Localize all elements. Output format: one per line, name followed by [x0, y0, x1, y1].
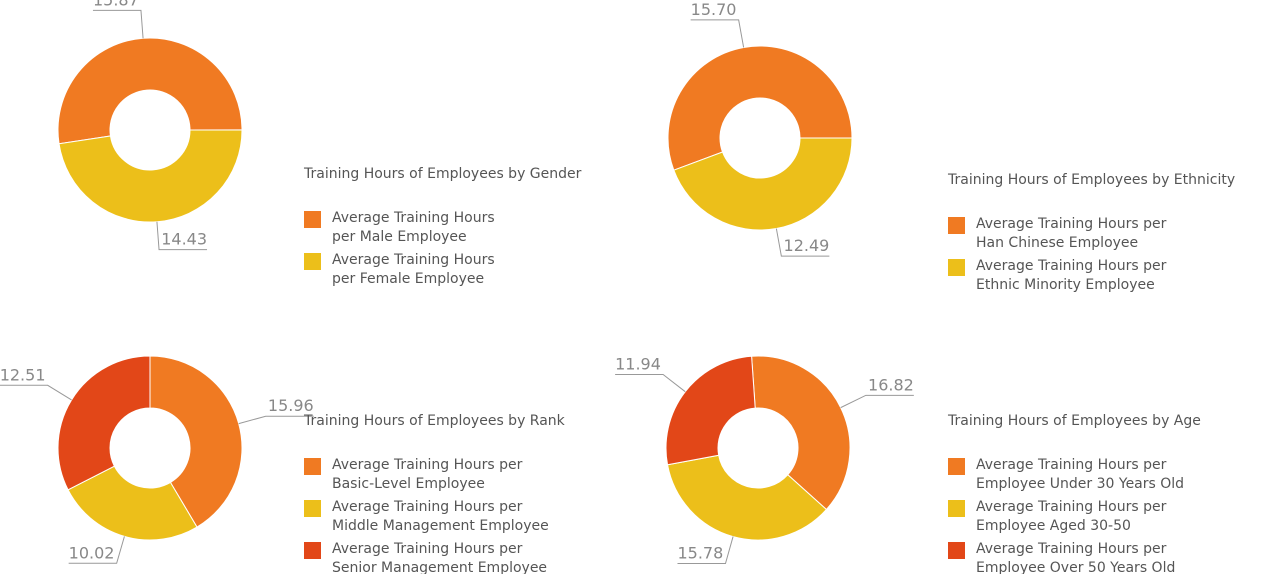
value-label: 15.87: [93, 0, 139, 9]
legend-label: Average Training Hours per Employee Aged…: [976, 499, 1167, 534]
legend-label: Average Training Hours per Employee Unde…: [976, 457, 1185, 492]
value-label: 14.43: [161, 230, 207, 249]
value-label: 12.51: [0, 365, 45, 384]
chart-title: Training Hours of Employees by Ethnicity: [948, 172, 1236, 188]
leader-line: [238, 415, 314, 425]
chart-title: Training Hours of Employees by Gender: [304, 166, 582, 182]
value-label: 11.94: [615, 355, 661, 374]
legend: Average Training Hours per Employee Unde…: [948, 456, 1201, 574]
value-label: 12.49: [784, 236, 830, 255]
legend-item: Average Training Hours per Basic-Level E…: [304, 456, 567, 494]
legend-item: Average Training Hours per Senior Manage…: [304, 540, 567, 574]
legend-swatch: [304, 500, 321, 517]
donut-slice: [149, 355, 243, 528]
legend-swatch: [948, 458, 965, 475]
legend-swatch: [304, 211, 321, 228]
chart-title: Training Hours of Employees by Rank: [304, 413, 565, 429]
leader-line: [677, 536, 734, 565]
legend-swatch: [304, 542, 321, 559]
legend-label: Average Training Hours per Basic-Level E…: [332, 457, 523, 492]
legend: Average Training Hours per Han Chinese E…: [948, 215, 1181, 299]
legend-swatch: [948, 500, 965, 517]
donut-slice: [666, 454, 828, 541]
legend-swatch: [948, 542, 965, 559]
donut-slice: [57, 355, 151, 491]
legend-label: Average Training Hours per Male Employee: [332, 210, 495, 245]
legend-item: Average Training Hours per Male Employee: [304, 209, 512, 247]
legend-label: Average Training Hours per Middle Manage…: [332, 499, 549, 534]
value-label: 15.78: [677, 544, 723, 563]
legend-swatch: [948, 259, 965, 276]
donut-slice: [667, 45, 853, 171]
legend-label: Average Training Hours per Han Chinese E…: [976, 216, 1167, 251]
donut-slice: [58, 129, 243, 223]
legend-item: Average Training Hours per Female Employ…: [304, 251, 512, 289]
donut-slice: [665, 355, 756, 466]
legend-swatch: [304, 458, 321, 475]
leader-line: [92, 9, 144, 39]
legend-item: Average Training Hours per Han Chinese E…: [948, 215, 1181, 253]
legend-swatch: [948, 217, 965, 234]
value-label: 15.96: [268, 396, 314, 415]
leader-line: [775, 228, 830, 257]
legend-item: Average Training Hours per Employee Aged…: [948, 498, 1201, 536]
value-label: 15.70: [691, 0, 737, 19]
legend-label: Average Training Hours per Ethnic Minori…: [976, 258, 1167, 293]
legend-label: Average Training Hours per Senior Manage…: [332, 541, 548, 574]
donut-slice: [57, 37, 243, 145]
legend-label: Average Training Hours per Employee Over…: [976, 541, 1176, 574]
leader-line: [68, 536, 125, 564]
leader-line: [690, 19, 745, 48]
donut-slice: [67, 465, 198, 541]
leader-line: [615, 374, 686, 393]
donut-slice: [673, 137, 853, 231]
legend-item: Average Training Hours per Employee Unde…: [948, 456, 1201, 494]
legend: Average Training Hours per Basic-Level E…: [304, 456, 567, 574]
value-label: 10.02: [69, 543, 115, 562]
legend-item: Average Training Hours per Employee Over…: [948, 540, 1201, 574]
value-label: 16.82: [868, 375, 914, 394]
leader-line: [840, 394, 914, 409]
leader-line: [156, 221, 208, 251]
legend: Average Training Hours per Male Employee…: [304, 209, 512, 293]
legend-item: Average Training Hours per Ethnic Minori…: [948, 257, 1181, 295]
donut-slice: [751, 355, 851, 511]
leader-line: [0, 384, 72, 401]
legend-label: Average Training Hours per Female Employ…: [332, 252, 495, 287]
legend-swatch: [304, 253, 321, 270]
chart-title: Training Hours of Employees by Age: [948, 413, 1201, 429]
legend-item: Average Training Hours per Middle Manage…: [304, 498, 567, 536]
